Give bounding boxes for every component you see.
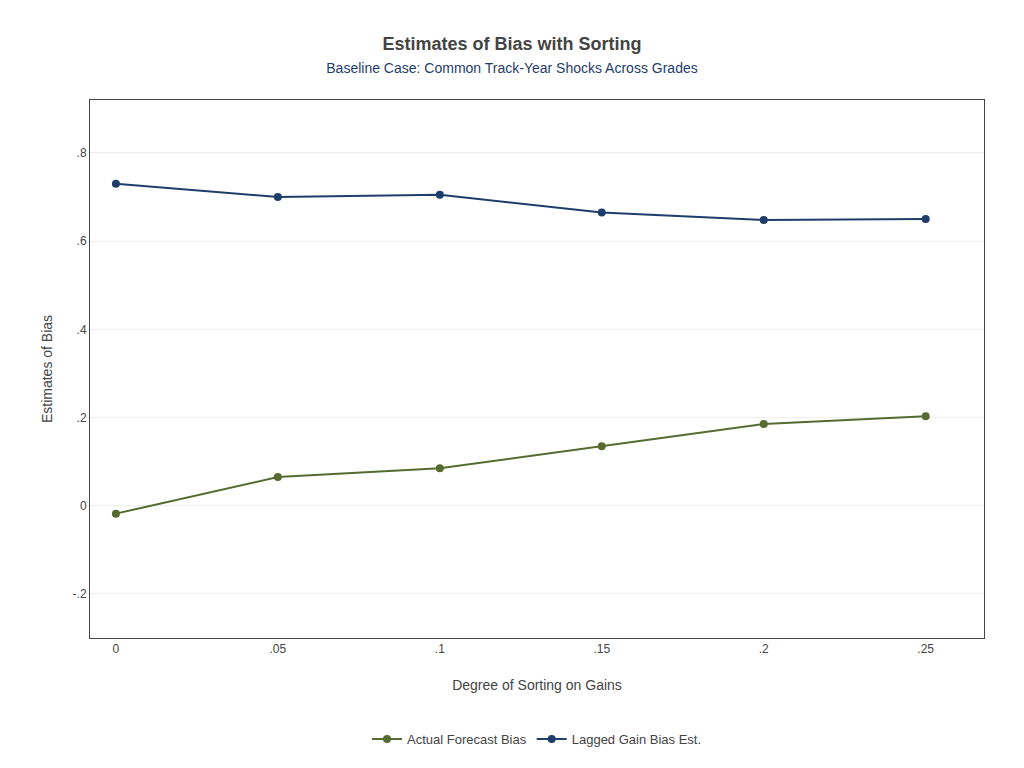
- svg-text:Degree of Sorting on Gains: Degree of Sorting on Gains: [452, 677, 622, 693]
- svg-text:.15: .15: [593, 642, 610, 656]
- svg-text:.05: .05: [270, 642, 287, 656]
- svg-text:Actual Forecast Bias: Actual Forecast Bias: [407, 732, 527, 747]
- svg-text:0: 0: [113, 642, 120, 656]
- svg-text:.2: .2: [759, 642, 769, 656]
- svg-text:.25: .25: [917, 642, 934, 656]
- svg-text:0: 0: [80, 499, 87, 513]
- svg-text:-.2: -.2: [73, 587, 87, 601]
- svg-text:.1: .1: [435, 642, 445, 656]
- svg-text:.4: .4: [77, 323, 87, 337]
- svg-text:.8: .8: [77, 146, 87, 160]
- svg-text:Estimates of Bias with Sorting: Estimates of Bias with SortingBaseline C…: [326, 34, 697, 76]
- svg-text:.2: .2: [77, 411, 87, 425]
- svg-text:Lagged Gain Bias Est.: Lagged Gain Bias Est.: [572, 732, 701, 747]
- svg-text:.6: .6: [77, 234, 87, 248]
- svg-text:Estimates of Bias: Estimates of Bias: [39, 315, 55, 423]
